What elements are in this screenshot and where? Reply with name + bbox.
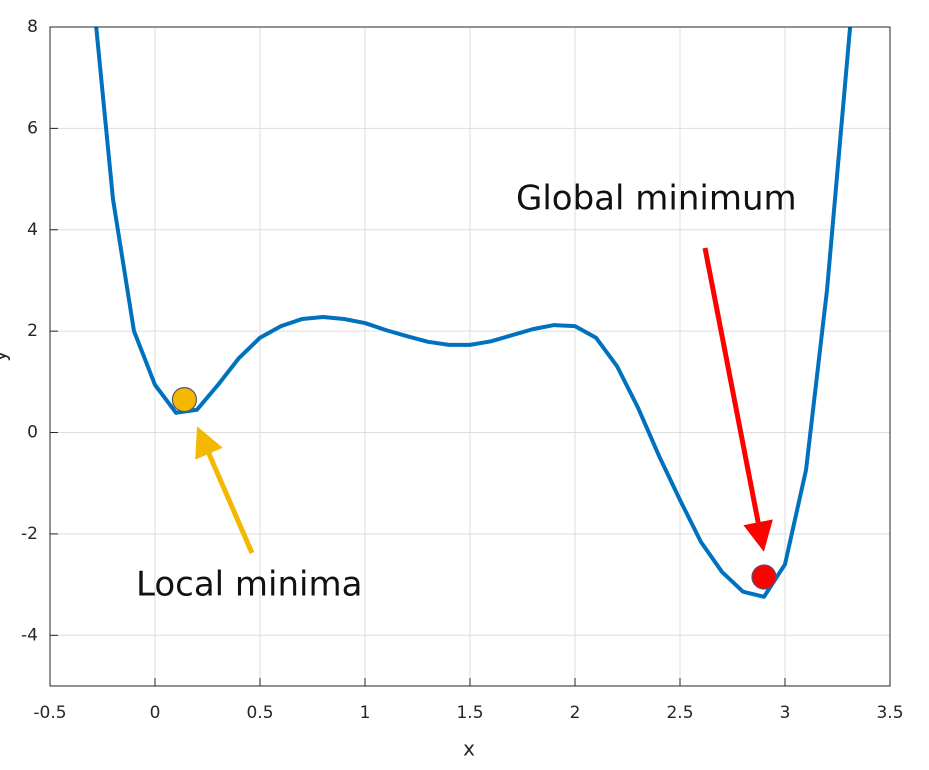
annotation: Local minima [136,565,362,605]
y-tick-label: 6 [27,118,38,138]
x-tick-label: 1.5 [456,703,483,723]
arrow [195,426,255,554]
curve [94,27,853,599]
ball [171,386,197,413]
x-tick-label: 3.5 [876,703,903,723]
x-tick-label: 1 [360,703,371,723]
x-axis-label: x [463,737,475,761]
x-tick-label: 3 [780,703,791,723]
arrow [702,247,773,552]
y-tick-label: -2 [21,524,38,544]
y-tick-label: 0 [27,423,38,443]
x-tick-label: 0.5 [246,703,273,723]
y-tick-label: 8 [27,17,38,37]
y-tick-label: 4 [27,220,38,240]
y-tick-label: 2 [27,321,38,341]
annotation: Global minimum [516,179,797,219]
y-axis-label: y [0,350,11,362]
x-tick-label: 0 [150,703,161,723]
x-tick-label: -0.5 [33,703,66,723]
y-tick-label: -4 [21,625,38,645]
x-tick-label: 2 [570,703,581,723]
ball [751,564,777,590]
x-tick-label: 2.5 [666,703,693,723]
